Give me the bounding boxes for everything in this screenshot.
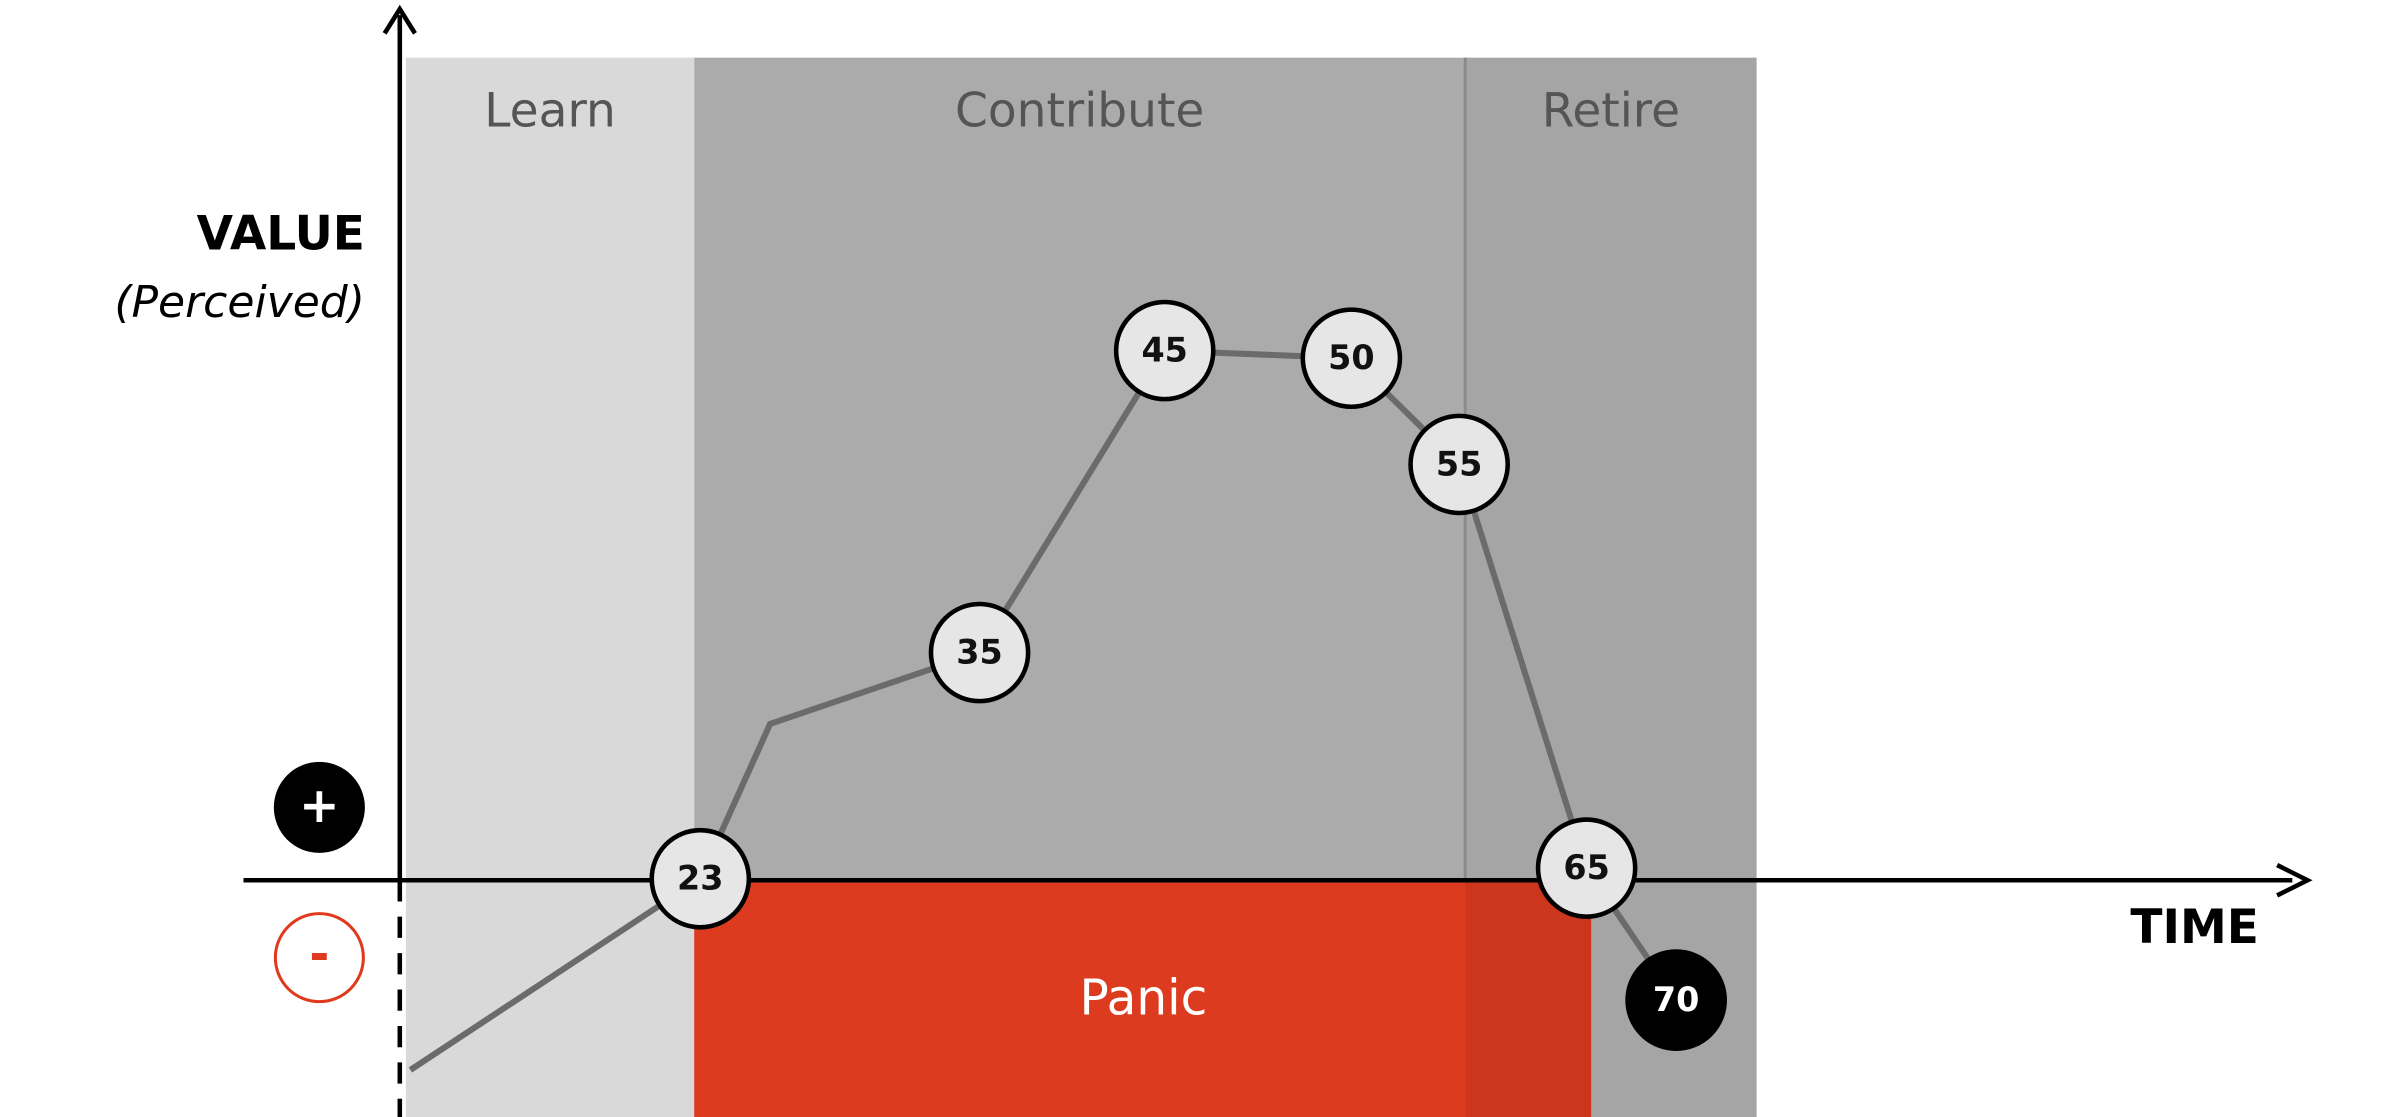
node-label: 55: [1436, 444, 1482, 483]
node: [649, 827, 752, 930]
learn-band: [405, 57, 695, 1117]
y-arrow: [382, 4, 417, 35]
node-label: 70: [1653, 980, 1699, 1019]
node: [1408, 413, 1510, 516]
node-label: 23: [677, 859, 723, 898]
panic-zone: [694, 880, 1592, 1117]
x-arrow: [2276, 863, 2313, 898]
node: [1300, 307, 1403, 410]
phase-label: Learn: [484, 83, 615, 138]
panic-overlap: [1465, 880, 1592, 1117]
node: [1625, 949, 1727, 1051]
node-label: 65: [1563, 848, 1609, 887]
node-label: 35: [956, 633, 1002, 672]
phase-label: Retire: [1542, 83, 1680, 138]
positive-text: +: [299, 778, 340, 834]
node-label: 50: [1328, 338, 1374, 377]
y-axis-label: VALUE: [197, 206, 365, 261]
nodes: 23 35 45 50 55 65 70: [649, 299, 1727, 1051]
phase-label: Contribute: [955, 83, 1204, 138]
node-label: 45: [1141, 331, 1187, 370]
positive-sign: [273, 761, 365, 853]
negative-sign: [273, 912, 365, 1004]
node: [1113, 299, 1216, 402]
zone-label: Panic: [1080, 971, 1208, 1027]
negative-text: -: [309, 927, 329, 983]
node: [928, 601, 1031, 704]
node: [1535, 817, 1638, 919]
x-axis-label: TIME: [2130, 900, 2259, 955]
y-axis-sublabel: (Perceived): [114, 277, 365, 328]
